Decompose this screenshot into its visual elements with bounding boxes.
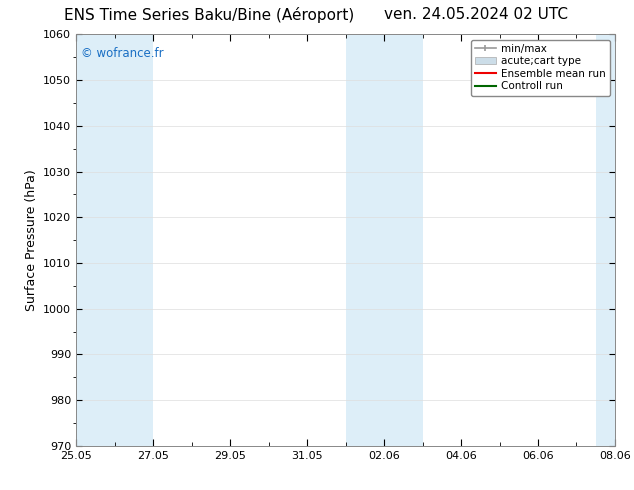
Y-axis label: Surface Pressure (hPa): Surface Pressure (hPa) [25,169,37,311]
Bar [596,34,615,446]
Bar [76,34,153,446]
Bar [346,34,422,446]
Legend: min/max, acute;cart type, Ensemble mean run, Controll run: min/max, acute;cart type, Ensemble mean … [470,40,610,96]
Text: © wofrance.fr: © wofrance.fr [81,47,164,60]
Text: ven. 24.05.2024 02 UTC: ven. 24.05.2024 02 UTC [384,7,567,23]
Text: ENS Time Series Baku/Bine (Aéroport): ENS Time Series Baku/Bine (Aéroport) [64,7,354,24]
